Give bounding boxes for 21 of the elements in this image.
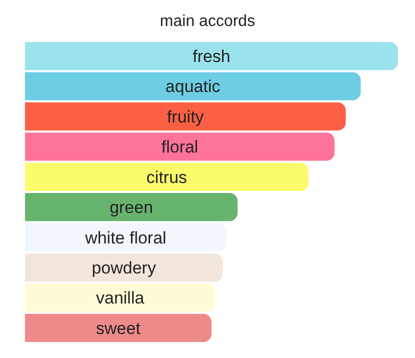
y-tick-label: fruity [166,107,204,126]
bar [25,193,238,222]
y-tick-label: vanilla [96,288,145,308]
y-tick-label: citrus [146,168,188,187]
bar [25,102,346,131]
y-tick-label: aquatic [165,77,221,96]
y-tick-label: green [110,198,154,218]
bar [25,253,223,282]
y-tick-label: powdery [92,258,156,278]
chart-title: main accords [160,13,256,30]
bar [25,132,335,161]
bar [25,284,216,312]
bar [25,162,308,191]
y-tick-label: white floral [84,228,166,248]
bar [25,42,398,70]
bar [25,314,212,342]
y-tick-label: fresh [192,47,230,66]
bar [25,223,226,252]
y-tick-label: sweet [96,318,141,338]
bar [25,72,361,100]
y-tick-label: floral [161,138,198,157]
